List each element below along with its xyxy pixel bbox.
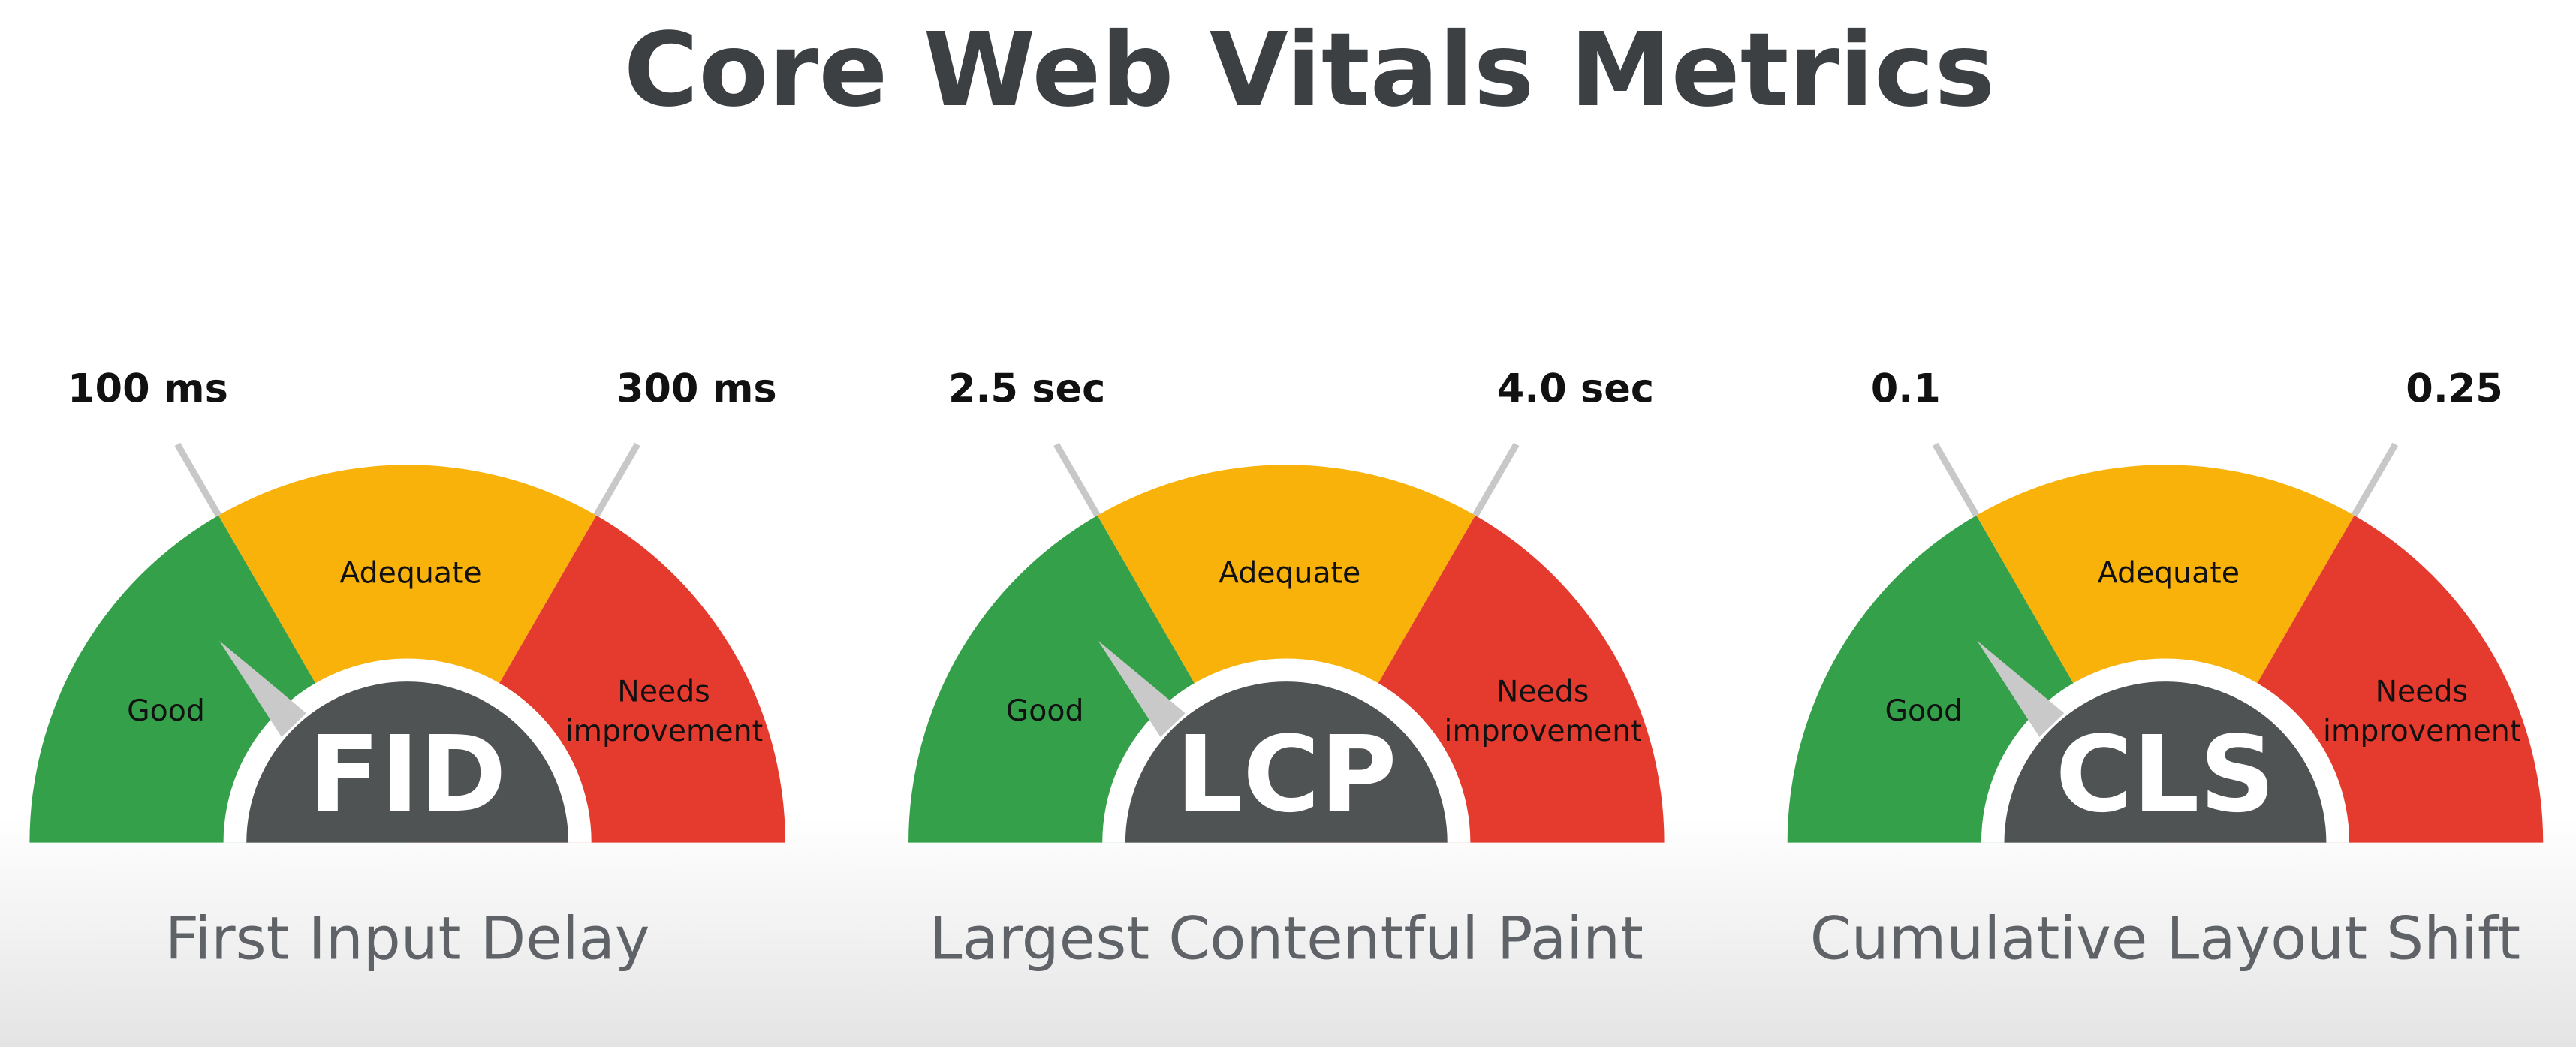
gauge-needle [218,640,306,737]
gauge-name: Cumulative Layout Shift [1810,904,2520,973]
zone-label-box: Needs improvement [565,675,763,749]
gauge-name: First Input Delay [165,904,650,973]
zone-label-box: Needs improvement [2323,675,2520,749]
threshold-label: 0.25 [2406,366,2503,411]
zone-label: Needs improvement [1444,675,1641,749]
gauge-hub [1125,681,1448,843]
gauge-hub [246,681,569,843]
threshold-tick [1053,442,1101,517]
threshold-tick [593,442,640,517]
threshold-label: 300 ms [616,366,777,411]
zone-label: Needs improvement [565,675,763,749]
zone-label: Good [1006,693,1084,728]
gauge-abbr: FID [309,714,507,836]
gauge: 0.1 0.25 CLS Good Adequate Needs improvement C… [1787,366,2544,973]
zone-label: Good [1885,693,1963,728]
gauge-abbr: CLS [2056,714,2276,836]
gauge-zone [1097,465,1475,843]
threshold-tick [174,442,221,517]
zone-label: Adequate [339,555,481,590]
zone-label: Good [127,693,205,728]
zone-label: Adequate [1219,555,1360,590]
threshold-tick [1472,442,1520,517]
threshold-label: 4.0 sec [1497,366,1654,411]
gauge-abbr: LCP [1176,714,1397,836]
gauge-hub [2004,681,2327,843]
gauge-zone [218,465,597,843]
threshold-label: 0.1 [1871,366,1941,411]
zone-label: Needs improvement [2323,675,2520,749]
zone-label: Adequate [2098,555,2240,590]
threshold-tick [1932,442,1980,517]
zone-label-box: Needs improvement [1444,675,1641,749]
gauge-needle [1977,640,2065,737]
gauge: 2.5 sec 4.0 sec LCP Good Adequate Needs impro… [908,366,1665,973]
title: Core Web Vitals Metrics [624,11,1995,129]
gauge: 100 ms 300 ms FID Good Adequate Needs improve… [29,366,785,973]
threshold-label: 100 ms [68,366,228,411]
gauge-name: Largest Contentful Paint [929,904,1644,973]
threshold-tick [2351,442,2399,517]
gauge-zone [1976,465,2355,843]
threshold-label: 2.5 sec [948,366,1105,411]
gauge-needle [1098,640,1186,737]
